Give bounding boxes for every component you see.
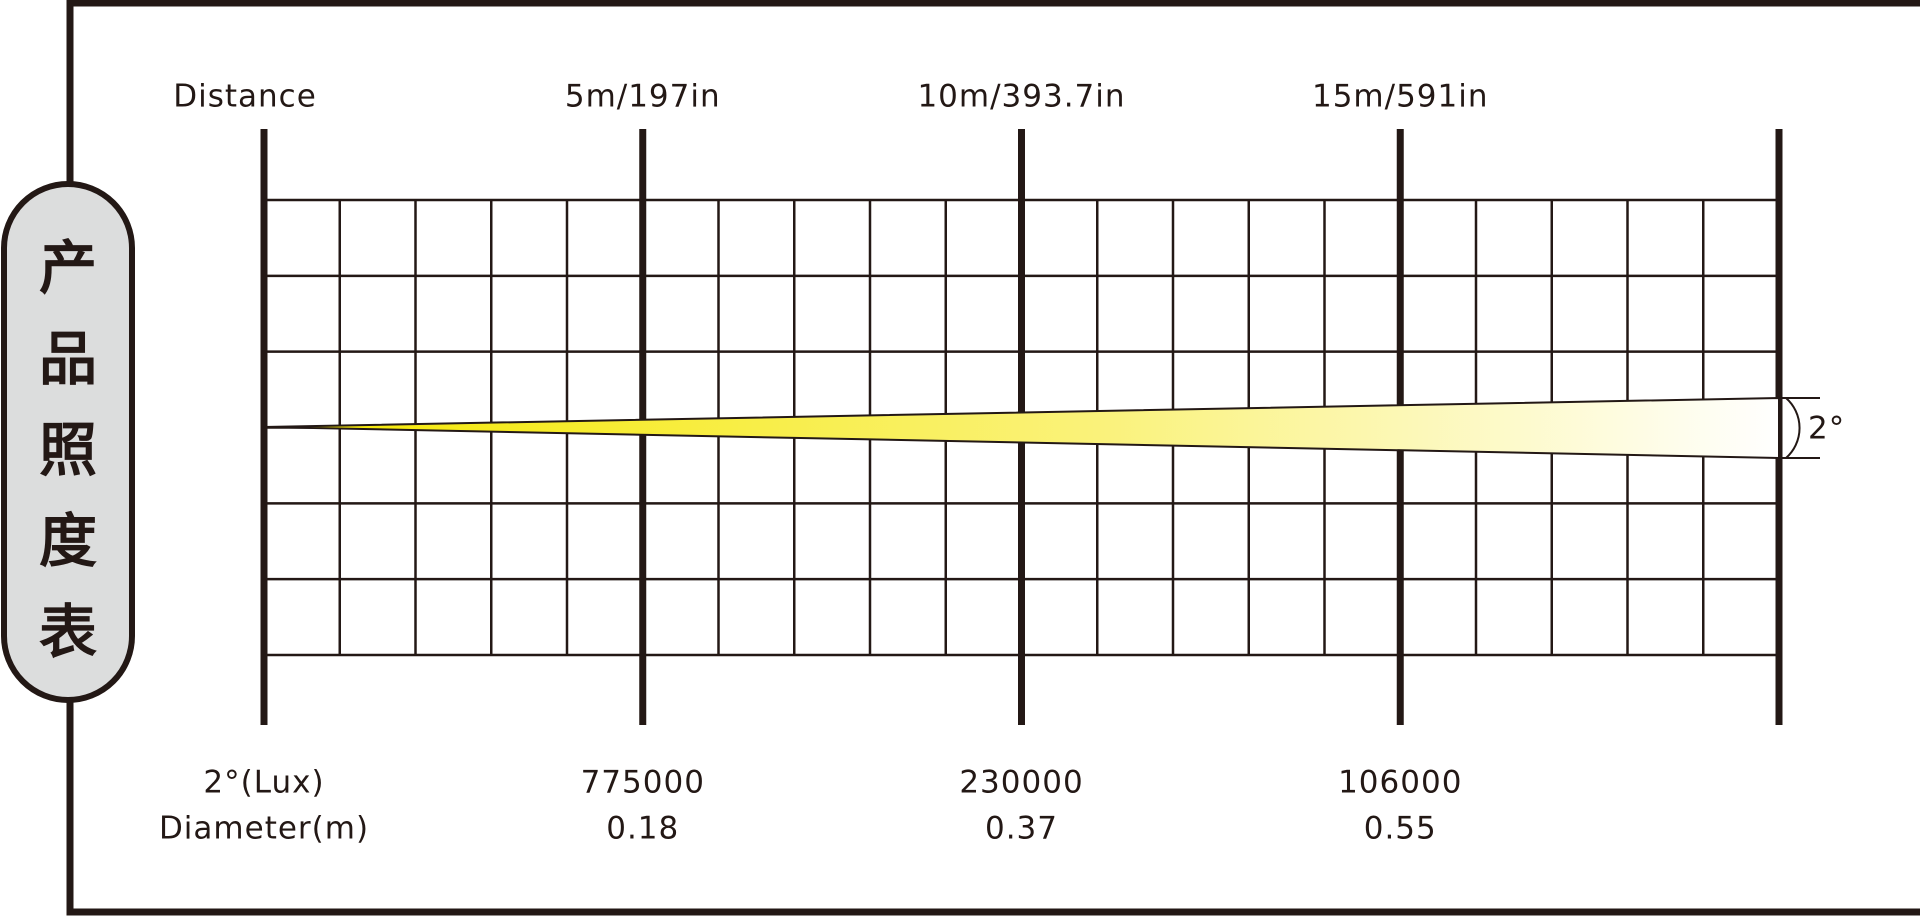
title-char: 产 (39, 234, 97, 302)
title-char: 表 (39, 598, 97, 666)
distance: 10m/393.7in (917, 79, 1125, 115)
distance-label: Distance (173, 79, 317, 115)
title-char: 照 (39, 416, 97, 484)
distance: 15m/591in (1312, 79, 1489, 115)
lux-value: 775000 (581, 765, 705, 801)
beam (263, 396, 1780, 460)
title: 产品照度表 (39, 234, 97, 666)
lux-value: 106000 (1338, 765, 1462, 801)
lux-value: 230000 (959, 765, 1083, 801)
title-char: 度 (39, 507, 97, 575)
title-text: 产品照度表 (39, 234, 97, 666)
diameter-value: 0.55 (1364, 811, 1437, 847)
distance: 5m/197in (565, 79, 721, 115)
diameter-label: Diameter(m) (159, 811, 369, 847)
angle-label: 2° (1808, 411, 1845, 447)
frame (66, 0, 1920, 916)
title-char: 品 (39, 325, 97, 393)
title-pill (1, 181, 135, 703)
angle-arc (1785, 397, 1801, 459)
diameter-value: 0.37 (985, 811, 1058, 847)
lux-label: 2°(Lux) (203, 765, 324, 801)
diameter-value: 0.18 (606, 811, 679, 847)
